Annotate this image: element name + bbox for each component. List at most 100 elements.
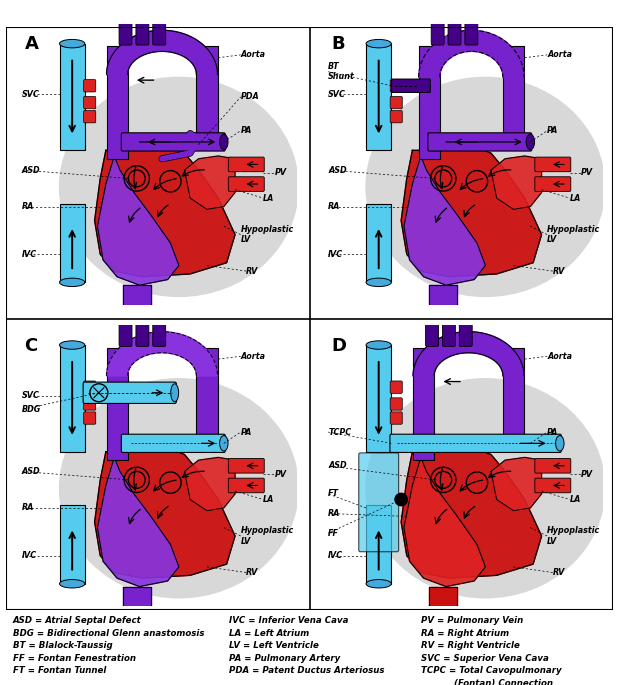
FancyBboxPatch shape bbox=[83, 110, 96, 123]
FancyBboxPatch shape bbox=[83, 398, 96, 410]
Polygon shape bbox=[97, 458, 179, 586]
FancyBboxPatch shape bbox=[431, 23, 444, 45]
Text: PA: PA bbox=[547, 126, 559, 135]
Polygon shape bbox=[419, 30, 524, 77]
Ellipse shape bbox=[59, 278, 85, 286]
Text: ASD: ASD bbox=[21, 166, 40, 175]
Text: SVC: SVC bbox=[328, 90, 346, 99]
Ellipse shape bbox=[59, 341, 85, 349]
Text: PA = Pulmonary Artery: PA = Pulmonary Artery bbox=[229, 653, 341, 662]
Text: PV: PV bbox=[581, 470, 593, 479]
FancyBboxPatch shape bbox=[390, 110, 403, 123]
FancyBboxPatch shape bbox=[59, 345, 85, 452]
FancyBboxPatch shape bbox=[390, 398, 403, 410]
Ellipse shape bbox=[219, 436, 228, 451]
Text: SVC: SVC bbox=[21, 90, 39, 99]
FancyBboxPatch shape bbox=[366, 345, 391, 452]
Ellipse shape bbox=[366, 341, 391, 349]
FancyBboxPatch shape bbox=[107, 348, 128, 460]
Text: B: B bbox=[331, 35, 344, 53]
FancyBboxPatch shape bbox=[107, 47, 128, 159]
FancyBboxPatch shape bbox=[83, 382, 176, 403]
FancyBboxPatch shape bbox=[136, 324, 149, 347]
Ellipse shape bbox=[526, 134, 535, 149]
Ellipse shape bbox=[59, 580, 85, 588]
Text: PV = Pulmonary Vein: PV = Pulmonary Vein bbox=[422, 616, 523, 625]
FancyBboxPatch shape bbox=[428, 133, 532, 151]
Text: RA: RA bbox=[21, 202, 34, 211]
Text: TCPC: TCPC bbox=[328, 427, 351, 436]
Text: IVC: IVC bbox=[328, 250, 343, 259]
FancyBboxPatch shape bbox=[503, 348, 524, 443]
FancyBboxPatch shape bbox=[390, 434, 561, 453]
FancyBboxPatch shape bbox=[535, 157, 571, 172]
FancyBboxPatch shape bbox=[459, 324, 472, 347]
FancyBboxPatch shape bbox=[465, 23, 478, 45]
Text: SVC: SVC bbox=[21, 391, 39, 400]
Polygon shape bbox=[429, 285, 458, 308]
Polygon shape bbox=[491, 156, 542, 210]
FancyBboxPatch shape bbox=[442, 324, 456, 347]
Ellipse shape bbox=[59, 40, 85, 48]
Text: LA: LA bbox=[569, 194, 581, 203]
FancyBboxPatch shape bbox=[83, 381, 96, 393]
Text: ASD: ASD bbox=[328, 166, 347, 175]
Polygon shape bbox=[185, 458, 235, 511]
Polygon shape bbox=[404, 458, 485, 586]
Text: LA: LA bbox=[569, 495, 581, 504]
Text: ASD: ASD bbox=[328, 461, 347, 471]
Text: Hypoplastic
LV: Hypoplastic LV bbox=[241, 526, 294, 546]
FancyBboxPatch shape bbox=[419, 47, 440, 159]
Polygon shape bbox=[95, 446, 235, 578]
FancyBboxPatch shape bbox=[228, 157, 264, 172]
Text: BDG = Bidirectional Glenn anastomosis: BDG = Bidirectional Glenn anastomosis bbox=[13, 629, 204, 638]
FancyBboxPatch shape bbox=[83, 97, 96, 109]
FancyBboxPatch shape bbox=[390, 412, 403, 424]
FancyBboxPatch shape bbox=[535, 458, 571, 473]
Text: FT: FT bbox=[328, 489, 339, 499]
Text: D: D bbox=[331, 336, 346, 355]
Text: Aorta: Aorta bbox=[547, 51, 572, 60]
Polygon shape bbox=[95, 145, 235, 277]
Text: LA: LA bbox=[263, 194, 274, 203]
Text: A: A bbox=[25, 35, 39, 53]
Text: Hypoplastic
LV: Hypoplastic LV bbox=[547, 526, 600, 546]
Text: Aorta: Aorta bbox=[241, 51, 265, 60]
FancyBboxPatch shape bbox=[121, 434, 225, 453]
FancyBboxPatch shape bbox=[119, 324, 132, 347]
FancyBboxPatch shape bbox=[136, 23, 149, 45]
Text: PDA = Patent Ductus Arteriosus: PDA = Patent Ductus Arteriosus bbox=[229, 667, 385, 675]
FancyBboxPatch shape bbox=[503, 47, 524, 142]
FancyBboxPatch shape bbox=[197, 348, 217, 443]
Text: SVC = Superior Vena Cava: SVC = Superior Vena Cava bbox=[422, 653, 549, 662]
FancyBboxPatch shape bbox=[59, 203, 85, 282]
FancyBboxPatch shape bbox=[228, 177, 264, 191]
Ellipse shape bbox=[59, 379, 298, 598]
FancyBboxPatch shape bbox=[228, 478, 264, 493]
Polygon shape bbox=[107, 332, 217, 376]
FancyBboxPatch shape bbox=[413, 348, 434, 460]
Text: RA: RA bbox=[328, 202, 341, 211]
FancyBboxPatch shape bbox=[366, 203, 391, 282]
Text: Aorta: Aorta bbox=[241, 352, 265, 361]
Polygon shape bbox=[401, 145, 542, 277]
Polygon shape bbox=[185, 156, 235, 210]
Text: LA = Left Atrium: LA = Left Atrium bbox=[229, 629, 310, 638]
FancyBboxPatch shape bbox=[535, 478, 571, 493]
Ellipse shape bbox=[219, 134, 228, 149]
Text: FF: FF bbox=[328, 529, 339, 538]
Text: RV: RV bbox=[246, 266, 258, 275]
FancyBboxPatch shape bbox=[153, 23, 166, 45]
FancyBboxPatch shape bbox=[83, 79, 96, 92]
FancyBboxPatch shape bbox=[83, 412, 96, 424]
Text: Aorta: Aorta bbox=[547, 352, 572, 361]
FancyBboxPatch shape bbox=[448, 23, 461, 45]
FancyBboxPatch shape bbox=[121, 133, 225, 151]
Ellipse shape bbox=[59, 77, 298, 297]
Text: C: C bbox=[25, 336, 38, 355]
FancyBboxPatch shape bbox=[390, 97, 403, 109]
Polygon shape bbox=[491, 458, 542, 511]
Text: RA = Right Atrium: RA = Right Atrium bbox=[422, 629, 509, 638]
Text: PV: PV bbox=[274, 470, 286, 479]
Ellipse shape bbox=[366, 278, 391, 286]
